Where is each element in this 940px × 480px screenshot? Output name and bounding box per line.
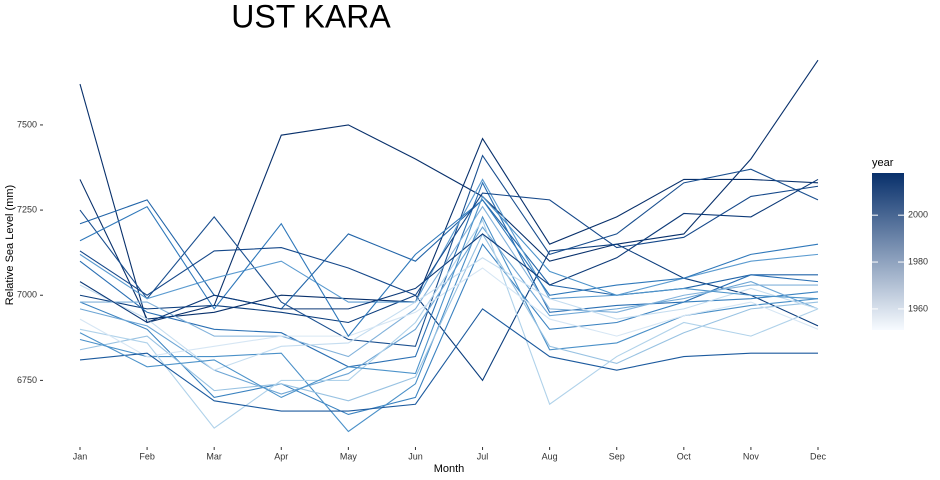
series-line xyxy=(79,257,819,371)
series-line xyxy=(79,219,819,429)
colorbar-label: 2000 xyxy=(908,210,928,220)
x-tick-label: Aug xyxy=(542,451,558,461)
series-line xyxy=(79,178,819,303)
series-line xyxy=(79,199,819,338)
colorbar xyxy=(872,173,904,330)
y-tick-label: 7250 xyxy=(17,204,37,214)
x-tick-label: May xyxy=(340,451,358,461)
series-line xyxy=(79,181,819,368)
series-line xyxy=(79,308,818,412)
colorbar-label: 1980 xyxy=(908,256,928,266)
legend-title: year xyxy=(872,157,894,169)
colorbar-label: 1960 xyxy=(908,303,928,313)
y-tick-label: 7000 xyxy=(17,290,37,300)
x-tick-label: Nov xyxy=(743,451,760,461)
series-line xyxy=(79,185,819,296)
series-line xyxy=(79,215,819,433)
series-line xyxy=(79,178,819,324)
series-line xyxy=(79,243,819,382)
chart-title: UST KARA xyxy=(231,0,391,34)
series-line xyxy=(79,232,819,402)
x-tick-label: Mar xyxy=(206,451,222,461)
series-line xyxy=(79,243,819,416)
x-tick-label: Jun xyxy=(408,451,423,461)
x-tick-label: Jul xyxy=(477,451,489,461)
series-line xyxy=(79,195,819,399)
x-tick-label: Feb xyxy=(139,451,155,461)
series-line xyxy=(79,59,819,324)
x-tick-label: Oct xyxy=(677,451,692,461)
series-line xyxy=(79,267,819,358)
x-axis-title: Month xyxy=(434,463,465,475)
series-line xyxy=(79,137,819,320)
y-tick-label: 6750 xyxy=(17,375,37,385)
y-tick-label: 7500 xyxy=(17,119,37,129)
x-tick-label: Dec xyxy=(810,451,827,461)
x-tick-label: Apr xyxy=(274,451,288,461)
series-line xyxy=(79,199,818,310)
x-tick-label: Jan xyxy=(73,451,88,461)
series-line xyxy=(80,205,818,358)
x-tick-label: Sep xyxy=(609,451,625,461)
series-line xyxy=(79,226,819,395)
series-line xyxy=(79,154,819,347)
y-axis-title: Relative Sea Level (mm) xyxy=(4,185,16,305)
